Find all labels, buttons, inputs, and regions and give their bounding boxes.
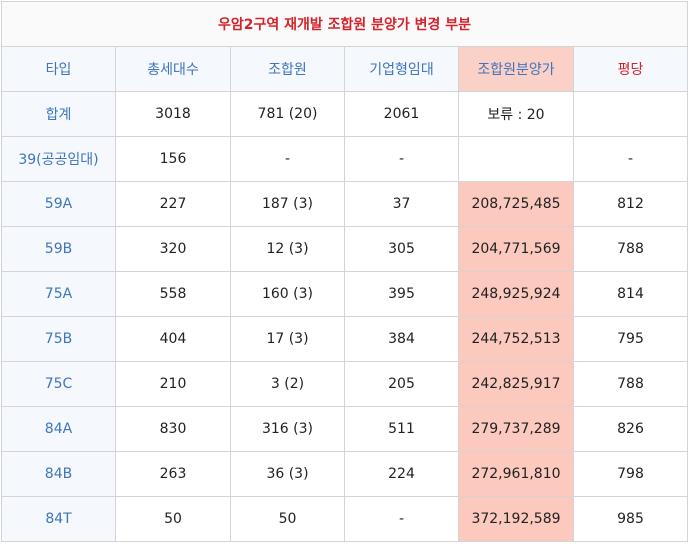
type-cell: 39(공공임대) [1,136,116,182]
rental-cell: 511 [344,406,459,452]
member-cell: 3 (2) [230,361,345,407]
member-cell: 187 (3) [230,181,345,227]
rental-cell: - [344,496,459,542]
total-units-cell: 558 [115,271,231,317]
total-units-cell: 404 [115,316,231,362]
table-title: 우암2구역 재개발 조합원 분양가 변경 부분 [0,1,689,47]
type-cell: 75C [1,361,116,407]
header-price-per-pyeong: 평당 [572,46,689,92]
type-cell: 59A [1,181,116,227]
member-cell: 17 (3) [230,316,345,362]
header-member-price: 조합원분양가 [458,46,574,92]
header-type: 타입 [1,46,116,92]
member-cell: 781 (20) [230,91,345,137]
total-units-cell: 50 [115,496,231,542]
header-corporate-rental: 기업형임대 [344,46,459,92]
header-member: 조합원 [230,46,345,92]
type-cell: 75B [1,316,116,362]
rental-cell: - [344,136,459,182]
rental-cell: 224 [344,451,459,497]
header-total-units: 총세대수 [115,46,231,92]
total-units-cell: 227 [115,181,231,227]
member-price-cell [458,136,574,182]
price-per-pyeong-cell [572,91,689,137]
table-row: 84B 263 36 (3) 224 272,961,810 798 [1,451,689,497]
price-per-pyeong-cell: 812 [572,181,689,227]
rental-cell: 384 [344,316,459,362]
table-row: 합계 3018 781 (20) 2061 보류 : 20 [1,91,689,137]
total-units-cell: 3018 [115,91,231,137]
table-row: 75A 558 160 (3) 395 248,925,924 814 [1,271,689,317]
total-units-cell: 263 [115,451,231,497]
rental-cell: 2061 [344,91,459,137]
member-cell: 50 [230,496,345,542]
member-price-cell: 204,771,569 [458,226,574,272]
member-cell: - [230,136,345,182]
member-price-cell: 보류 : 20 [458,91,574,137]
member-price-cell: 372,192,589 [458,496,574,542]
type-cell: 84A [1,406,116,452]
member-price-cell: 208,725,485 [458,181,574,227]
total-units-cell: 830 [115,406,231,452]
member-price-cell: 244,752,513 [458,316,574,362]
type-cell: 84B [1,451,116,497]
member-price-cell: 242,825,917 [458,361,574,407]
rental-cell: 305 [344,226,459,272]
rental-cell: 205 [344,361,459,407]
member-cell: 12 (3) [230,226,345,272]
rental-cell: 37 [344,181,459,227]
price-per-pyeong-cell: 795 [572,316,689,362]
title-row: 우암2구역 재개발 조합원 분양가 변경 부분 [0,1,689,47]
table-row: 59A 227 187 (3) 37 208,725,485 812 [1,181,689,227]
price-per-pyeong-cell: 814 [572,271,689,317]
member-cell: 36 (3) [230,451,345,497]
table-row: 75C 210 3 (2) 205 242,825,917 788 [1,361,689,407]
rental-cell: 395 [344,271,459,317]
member-price-cell: 248,925,924 [458,271,574,317]
member-cell: 160 (3) [230,271,345,317]
member-cell: 316 (3) [230,406,345,452]
member-price-cell: 272,961,810 [458,451,574,497]
type-cell: 59B [1,226,116,272]
table-row: 39(공공임대) 156 - - - [1,136,689,182]
table-row: 59B 320 12 (3) 305 204,771,569 788 [1,226,689,272]
price-per-pyeong-cell: 798 [572,451,689,497]
type-cell: 84T [1,496,116,542]
table-row: 75B 404 17 (3) 384 244,752,513 795 [1,316,689,362]
price-per-pyeong-cell: - [572,136,689,182]
price-per-pyeong-cell: 788 [572,361,689,407]
table-row: 84A 830 316 (3) 511 279,737,289 826 [1,406,689,452]
header-row: 타입 총세대수 조합원 기업형임대 조합원분양가 평당 [1,46,689,92]
table-row: 84T 50 50 - 372,192,589 985 [1,496,689,542]
total-units-cell: 210 [115,361,231,407]
price-per-pyeong-cell: 985 [572,496,689,542]
type-cell: 합계 [1,91,116,137]
type-cell: 75A [1,271,116,317]
price-per-pyeong-cell: 788 [572,226,689,272]
total-units-cell: 320 [115,226,231,272]
total-units-cell: 156 [115,136,231,182]
price-per-pyeong-cell: 826 [572,406,689,452]
member-price-cell: 279,737,289 [458,406,574,452]
